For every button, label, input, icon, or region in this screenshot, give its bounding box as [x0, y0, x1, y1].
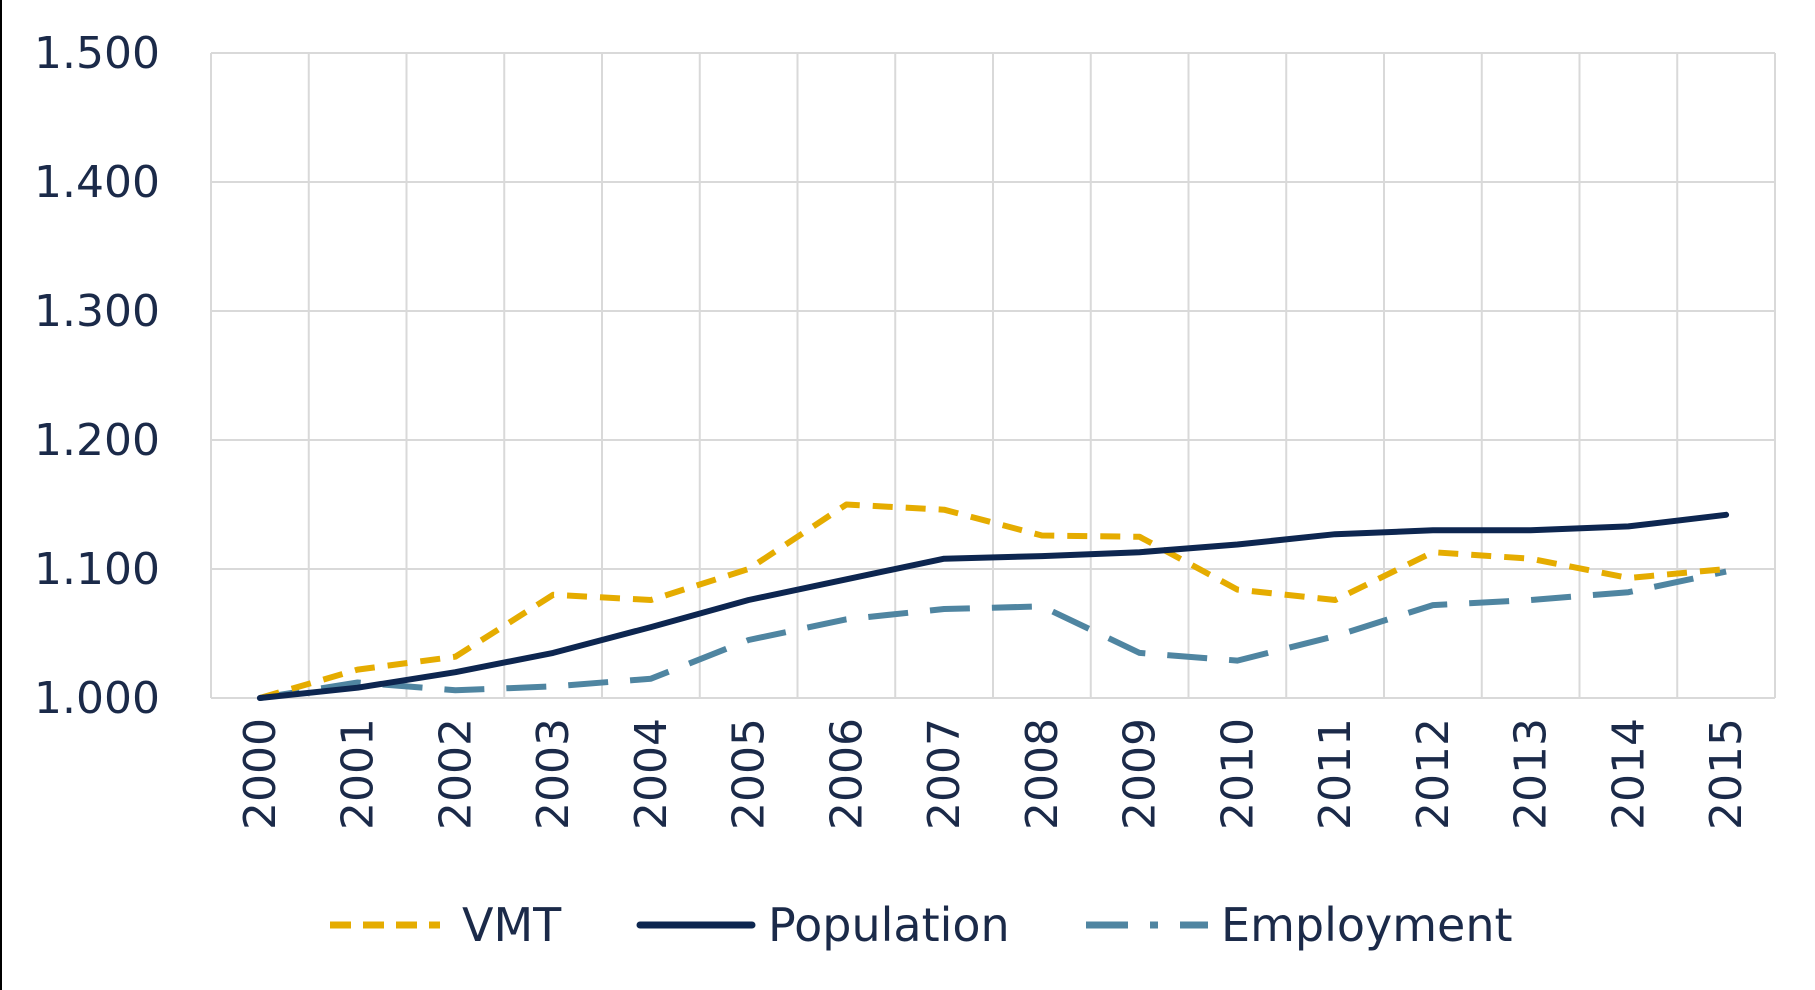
y-tick-label: 1.400	[34, 157, 160, 208]
legend-label-vmt: VMT	[462, 898, 562, 952]
x-tick-label: 2000	[235, 718, 286, 830]
series-line-population	[256, 511, 1730, 701]
x-tick-label: 2013	[1506, 718, 1557, 830]
frame-left-edge	[0, 0, 2, 990]
x-tick-label: 2006	[821, 718, 872, 830]
y-tick-label: 1.500	[34, 28, 160, 79]
x-axis-ticks: 2000 2001 2002 2003 2004 2005 2006 2007 2008 2009…	[235, 718, 1752, 830]
chart-series	[256, 501, 1730, 701]
x-tick-label: 2012	[1408, 718, 1459, 830]
x-tick-label: 2007	[919, 718, 970, 830]
x-tick-label: 2009	[1115, 718, 1166, 830]
y-tick-label: 1.300	[34, 286, 160, 337]
series-line-employment	[259, 568, 1727, 701]
x-tick-label: 2003	[528, 718, 579, 830]
x-tick-label: 2008	[1017, 718, 1068, 830]
y-tick-label: 1.200	[34, 415, 160, 466]
x-tick-label: 2002	[430, 718, 481, 830]
x-tick-label: 2005	[724, 718, 775, 830]
series-line-vmt	[259, 501, 1727, 701]
legend-label-employment: Employment	[1221, 898, 1513, 952]
x-tick-label: 2001	[333, 718, 384, 830]
x-tick-label: 2004	[626, 718, 677, 830]
x-tick-label: 2011	[1310, 718, 1361, 830]
x-tick-label: 2014	[1603, 718, 1654, 830]
legend-label-population: Population	[768, 898, 1010, 952]
y-axis-ticks: 1.000 1.100 1.200 1.300 1.400 1.500	[34, 28, 160, 724]
chart-legend: VMT Population Employment	[330, 898, 1513, 952]
chart-grid	[210, 52, 1776, 699]
y-tick-label: 1.100	[34, 544, 160, 595]
y-tick-label: 1.000	[34, 673, 160, 724]
x-tick-label: 2010	[1212, 718, 1263, 830]
x-tick-label: 2015	[1701, 718, 1752, 830]
